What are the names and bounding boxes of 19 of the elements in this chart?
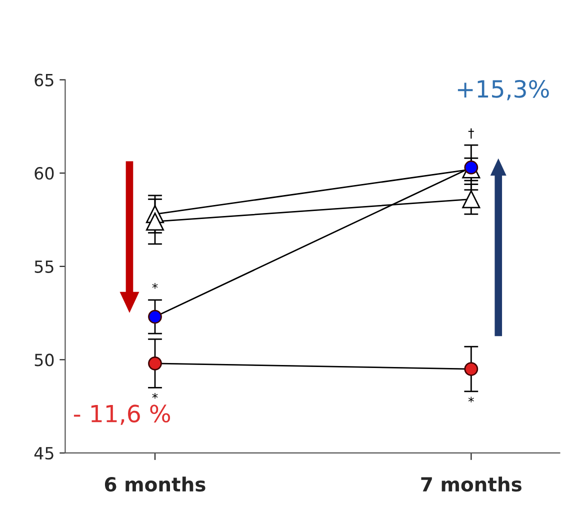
data-label: † [468,128,474,139]
y-tick-label: 55 [34,260,54,273]
annotation: - 11,6 % [74,404,170,425]
point [146,212,164,231]
y-tick-label: 45 [34,447,54,460]
point [462,190,480,208]
point [464,362,478,376]
y-tick-label: 65 [34,74,54,86]
x-tick-label: 7 months [421,476,522,492]
x-tick-label: 6 months [104,476,206,492]
point [148,356,162,370]
data-label: * [152,392,158,399]
data-label: * [152,283,158,289]
data-label: * [468,396,474,402]
y-tick-label: 60 [34,167,54,180]
annotation: +15,3% [458,80,549,100]
point [464,160,478,174]
point [148,310,162,324]
y-tick-label: 50 [34,354,54,366]
